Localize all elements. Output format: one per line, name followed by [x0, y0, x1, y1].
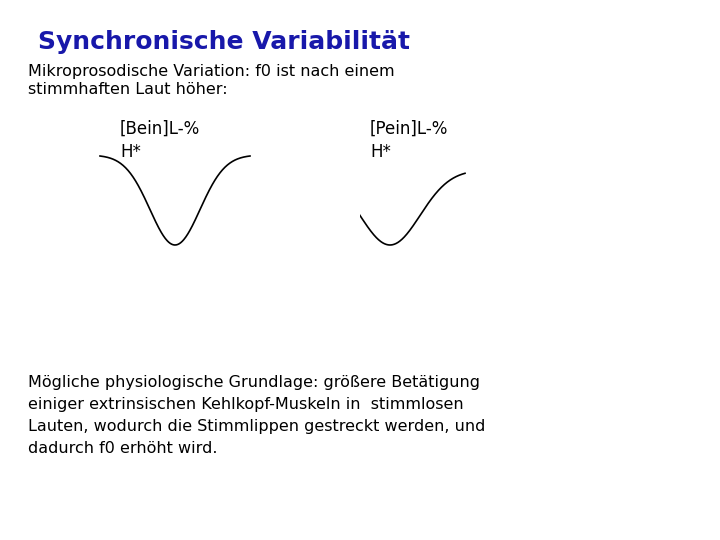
Text: dadurch f0 erhöht wird.: dadurch f0 erhöht wird. — [28, 441, 217, 456]
Text: H*: H* — [120, 143, 141, 161]
Text: Lauten, wodurch die Stimmlippen gestreckt werden, und: Lauten, wodurch die Stimmlippen gestreck… — [28, 419, 485, 434]
Text: Mikroprosodische Variation: f0 ist nach einem: Mikroprosodische Variation: f0 ist nach … — [28, 64, 395, 79]
Text: Synchronische Variabilität: Synchronische Variabilität — [38, 30, 410, 54]
Text: [Pein]L-%: [Pein]L-% — [370, 120, 449, 138]
Text: [Bein]L-%: [Bein]L-% — [120, 120, 200, 138]
Text: einiger extrinsischen Kehlkopf-Muskeln in  stimmlosen: einiger extrinsischen Kehlkopf-Muskeln i… — [28, 397, 464, 412]
Text: stimmhaften Laut höher:: stimmhaften Laut höher: — [28, 82, 228, 97]
Text: H*: H* — [370, 143, 391, 161]
Text: Mögliche physiologische Grundlage: größere Betätigung: Mögliche physiologische Grundlage: größe… — [28, 375, 480, 390]
